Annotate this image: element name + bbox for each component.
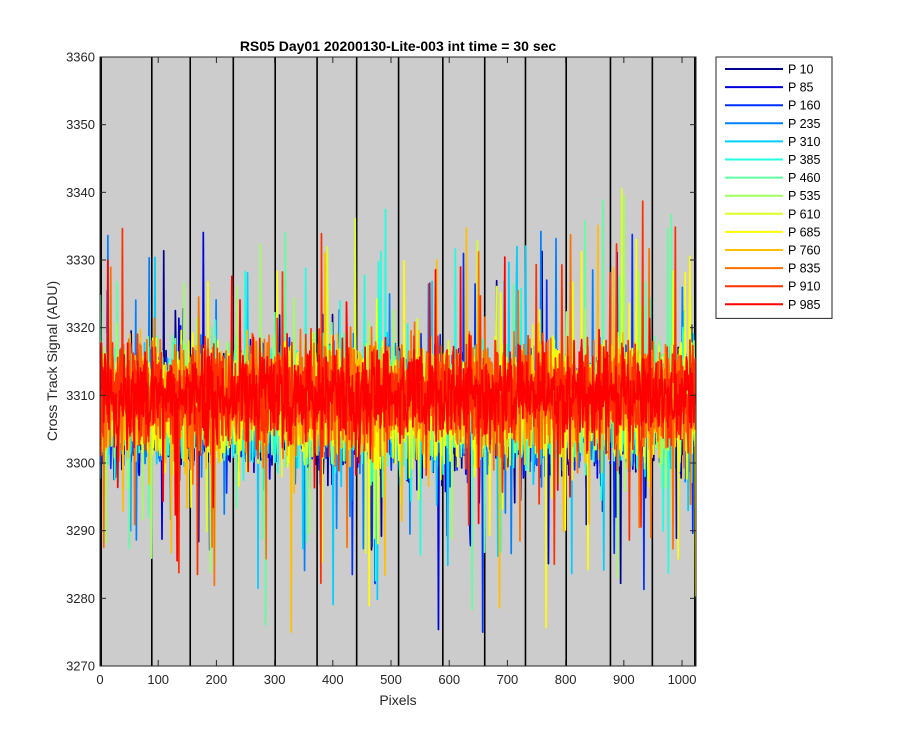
legend-label: P 835 [788, 262, 820, 276]
legend-item: P 460 [725, 171, 820, 185]
legend-label: P 685 [788, 225, 820, 239]
legend-item: P 85 [725, 81, 814, 95]
legend-label: P 85 [788, 81, 814, 95]
legend-item: P 10 [725, 63, 814, 77]
legend-label: P 610 [788, 207, 820, 221]
x-tick-label: 0 [96, 672, 103, 687]
x-axis-label: Pixels [379, 692, 416, 708]
x-tick-label: 700 [497, 672, 519, 687]
legend: P 10 P 85 P 160 P 235 P 310 P 385 P 460 P 535 P … [715, 56, 833, 319]
legend-item: P 235 [725, 117, 820, 131]
legend-label: P 910 [788, 280, 820, 294]
legend-label: P 10 [788, 63, 814, 77]
y-axis: 3270 3280 3290 3300 3310 3320 3330 3340 3350 3360 [66, 50, 696, 674]
legend-item: P 535 [725, 189, 820, 203]
y-tick-label: 3350 [66, 117, 95, 132]
legend-label: P 460 [788, 171, 820, 185]
series-lines [99, 187, 697, 634]
y-tick-label: 3320 [66, 320, 95, 335]
x-tick-label: 100 [147, 672, 169, 687]
legend-label: P 235 [788, 117, 820, 131]
legend-label: P 385 [788, 153, 820, 167]
y-axis-label: Cross Track Signal (ADU) [44, 281, 60, 441]
series-line-p985 [99, 256, 697, 562]
legend-item: P 685 [725, 225, 820, 239]
legend-label: P 310 [788, 135, 820, 149]
plot-frame [99, 56, 697, 667]
legend-item: P 835 [725, 262, 820, 276]
y-tick-label: 3280 [66, 591, 95, 606]
chart-title: RS05 Day01 20200130-Lite-003 int time = … [240, 38, 557, 54]
x-tick-label: 800 [555, 672, 577, 687]
x-tick-label: 1000 [668, 672, 697, 687]
legend-item: P 760 [725, 244, 820, 258]
legend-item: P 160 [725, 99, 820, 113]
legend-item: P 985 [725, 298, 820, 312]
y-tick-label: 3270 [66, 659, 95, 674]
y-tick-label: 3310 [66, 388, 95, 403]
x-tick-label: 900 [613, 672, 635, 687]
legend-item: P 610 [725, 207, 820, 221]
x-tick-label: 500 [380, 672, 402, 687]
legend-item: P 310 [725, 135, 820, 149]
legend-label: P 160 [788, 99, 820, 113]
y-tick-label: 3300 [66, 456, 95, 471]
legend-box [715, 56, 833, 319]
x-tick-label: 300 [264, 672, 286, 687]
y-tick-label: 3340 [66, 185, 95, 200]
x-tick-label: 200 [206, 672, 228, 687]
legend-label: P 535 [788, 189, 820, 203]
legend-label: P 760 [788, 244, 820, 258]
x-tick-label: 400 [322, 672, 344, 687]
y-tick-label: 3330 [66, 253, 95, 268]
legend-item: P 910 [725, 280, 820, 294]
y-tick-label: 3290 [66, 523, 95, 538]
x-axis: 0 100 200 300 400 500 600 700 800 900 1000 [96, 57, 696, 687]
x-tick-label: 600 [438, 672, 460, 687]
legend-item: P 385 [725, 153, 820, 167]
y-tick-label: 3360 [66, 50, 95, 65]
legend-label: P 985 [788, 298, 820, 312]
